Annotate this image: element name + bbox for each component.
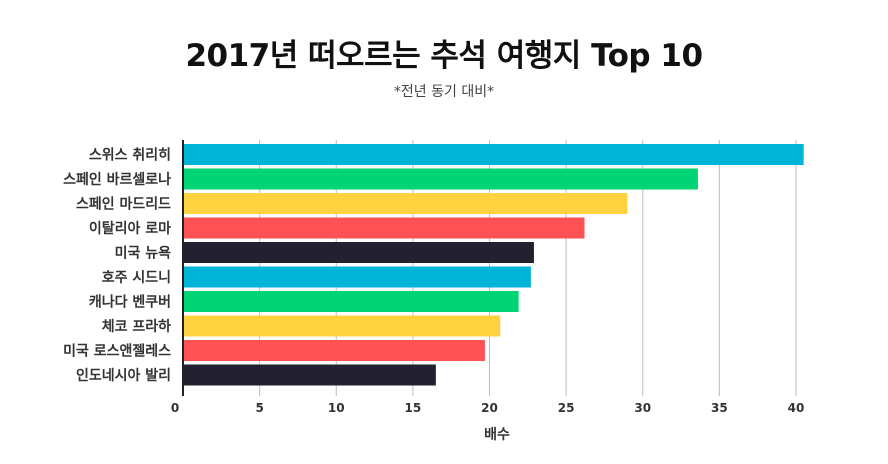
- category-label: 스페인 마드리드: [76, 196, 171, 213]
- category-label: 미국 로스앤젤레스: [63, 343, 171, 360]
- category-label: 스페인 바르셀로나: [63, 171, 171, 188]
- x-tick-label: 0: [171, 401, 179, 415]
- x-tick-label: 5: [255, 401, 263, 415]
- category-label: 이탈리아 로마: [89, 220, 171, 237]
- bar: [184, 193, 628, 214]
- category-label: 캐나다 벤쿠버: [89, 294, 171, 311]
- category-label: 체코 프라하: [102, 318, 171, 335]
- category-label: 인도네시아 발리: [76, 367, 171, 384]
- x-tick-label: 10: [328, 401, 345, 415]
- bar: [184, 168, 698, 190]
- bar: [184, 242, 534, 263]
- bar: [184, 291, 519, 312]
- bar: [184, 340, 485, 361]
- x-tick-label: 20: [481, 401, 498, 415]
- bars: [184, 144, 804, 386]
- chart-title: 2017년 떠오르는 추석 여행지 Top 10: [185, 38, 703, 74]
- x-tick-labels: 0 5 10 15 20 25 30 35 40: [171, 401, 805, 415]
- category-label: 스위스 취리히: [89, 147, 171, 164]
- category-label: 미국 뉴욕: [115, 246, 172, 262]
- bar: [184, 266, 531, 288]
- category-label: 호주 시드니: [102, 270, 171, 286]
- x-axis-title: 배수: [484, 427, 510, 443]
- bar: [184, 217, 585, 239]
- x-tick-label: 35: [711, 401, 728, 415]
- bar: [184, 144, 804, 165]
- x-tick-label: 30: [634, 401, 651, 415]
- bar: [184, 364, 436, 386]
- x-tick-label: 40: [788, 401, 805, 415]
- chart-subtitle: *전년 동기 대비*: [393, 84, 495, 100]
- x-tick-label: 15: [405, 401, 422, 415]
- x-tick-label: 25: [558, 401, 575, 415]
- bar: [184, 315, 501, 337]
